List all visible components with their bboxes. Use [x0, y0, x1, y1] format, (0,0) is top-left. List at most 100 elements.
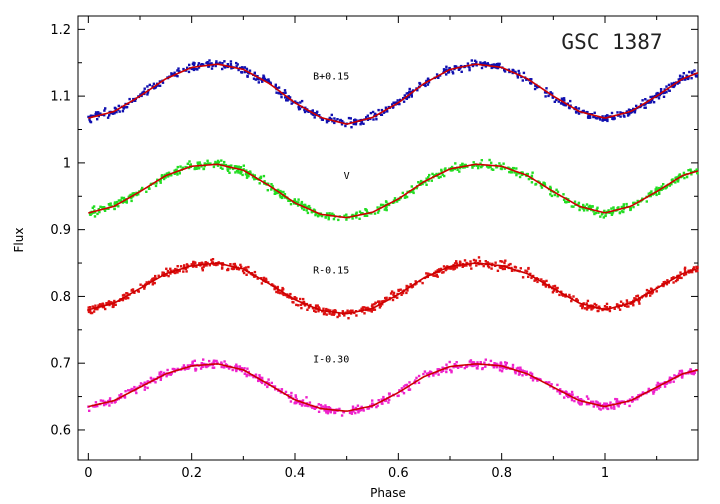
- data-point: [253, 178, 256, 181]
- data-point: [480, 159, 483, 162]
- data-point: [696, 171, 699, 175]
- data-point: [482, 264, 485, 268]
- data-point: [294, 296, 297, 300]
- data-point: [105, 302, 108, 305]
- data-point: [524, 269, 527, 272]
- data-point: [432, 374, 435, 377]
- data-point: [186, 162, 189, 165]
- data-point: [614, 397, 617, 401]
- data-point: [108, 114, 111, 117]
- data-point: [521, 171, 524, 174]
- data-point: [451, 72, 455, 75]
- data-point: [120, 196, 123, 199]
- data-point: [581, 207, 585, 210]
- data-point: [636, 294, 640, 297]
- data-point: [237, 171, 240, 174]
- data-point: [647, 387, 650, 391]
- data-point: [683, 176, 686, 180]
- data-point: [231, 368, 234, 372]
- data-point: [245, 176, 249, 179]
- data-point: [193, 261, 197, 264]
- data-point: [495, 165, 499, 169]
- data-point: [405, 92, 408, 95]
- data-point: [549, 190, 553, 193]
- data-point: [596, 206, 599, 209]
- data-point: [542, 181, 545, 184]
- data-point: [342, 410, 345, 414]
- data-point: [625, 202, 628, 206]
- data-point: [579, 398, 583, 401]
- data-point: [570, 398, 574, 402]
- data-point: [350, 412, 354, 415]
- data-point: [215, 61, 218, 65]
- data-point: [94, 111, 98, 114]
- data-point: [631, 396, 634, 399]
- data-point: [333, 117, 336, 120]
- data-point: [622, 210, 625, 214]
- data-point: [453, 167, 456, 171]
- data-point: [647, 192, 650, 195]
- data-point: [284, 96, 287, 99]
- data-point: [107, 207, 110, 210]
- data-point: [534, 84, 537, 87]
- data-point: [202, 358, 205, 361]
- data-point: [200, 261, 204, 264]
- data-point: [243, 66, 247, 69]
- data-point: [576, 395, 579, 399]
- y-tick-label: 1.1: [50, 90, 71, 105]
- data-point: [599, 408, 602, 411]
- data-point: [592, 210, 595, 213]
- data-point: [645, 294, 648, 297]
- data-point: [345, 213, 348, 216]
- data-point: [104, 107, 107, 110]
- data-point: [206, 62, 210, 66]
- data-point: [330, 113, 333, 117]
- data-point: [113, 112, 116, 115]
- data-point: [258, 182, 261, 185]
- data-point: [145, 190, 148, 193]
- data-point: [93, 209, 96, 212]
- data-point: [220, 361, 223, 364]
- data-point: [332, 213, 335, 217]
- data-point: [185, 263, 189, 266]
- data-point: [580, 402, 583, 406]
- data-point: [158, 80, 162, 83]
- data-point: [390, 290, 394, 293]
- data-point: [210, 67, 214, 70]
- data-point: [299, 297, 302, 301]
- data-point: [154, 274, 157, 278]
- data-point: [515, 173, 518, 177]
- data-point: [325, 313, 328, 316]
- data-point: [649, 194, 652, 198]
- data-point: [318, 214, 321, 217]
- data-point: [384, 106, 388, 109]
- data-point: [672, 281, 675, 284]
- data-point: [235, 170, 239, 173]
- data-point: [553, 193, 556, 197]
- data-point: [128, 97, 131, 101]
- data-point: [481, 62, 484, 65]
- data-point: [236, 63, 239, 66]
- data-point: [665, 382, 668, 385]
- data-point: [371, 303, 374, 306]
- data-point: [97, 111, 100, 114]
- data-point: [202, 63, 205, 66]
- data-point: [633, 297, 636, 300]
- data-point: [370, 305, 374, 308]
- data-point: [620, 205, 623, 209]
- data-point: [511, 68, 515, 72]
- data-point: [553, 284, 557, 288]
- data-point: [683, 266, 687, 269]
- data-point: [398, 102, 401, 106]
- data-point: [379, 203, 383, 206]
- data-point: [690, 77, 693, 80]
- data-point: [613, 307, 616, 310]
- data-point: [210, 62, 213, 65]
- data-point: [434, 372, 437, 375]
- data-point: [658, 192, 661, 195]
- data-point: [377, 108, 380, 112]
- data-point: [499, 260, 502, 263]
- data-point: [635, 295, 638, 298]
- data-point: [623, 402, 627, 405]
- data-point: [234, 365, 237, 368]
